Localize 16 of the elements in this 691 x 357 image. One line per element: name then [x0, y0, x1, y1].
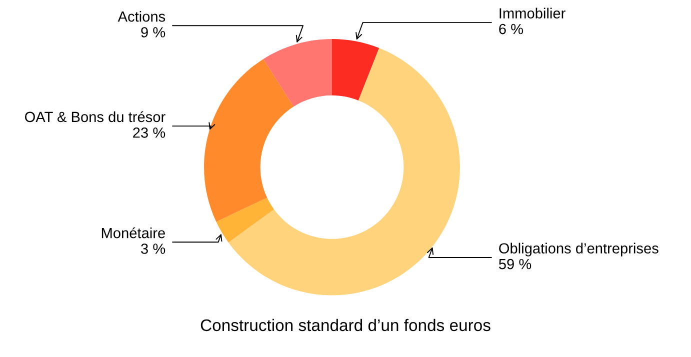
donut-slice — [216, 198, 274, 242]
slice-label: OAT & Bons du trésor — [24, 111, 166, 122]
donut-slice — [332, 39, 380, 100]
slice-label: Monétaire — [102, 227, 165, 238]
slice-label: Immobilier — [500, 8, 566, 18]
slice-label: Obligations d’entreprises — [499, 242, 658, 256]
data-label: 3 % — [141, 244, 166, 254]
text: Construction standard d’un fonds euros — [200, 318, 490, 332]
donut-slice — [228, 48, 460, 296]
data-label: 23 % — [133, 127, 166, 138]
slice-label: Actions — [118, 11, 166, 22]
donut-slice — [204, 58, 294, 222]
data-label: 6 % — [499, 24, 524, 34]
data-label: 59 % — [498, 258, 532, 270]
donut-slice — [263, 39, 332, 107]
data-label: 9 % — [141, 27, 166, 38]
